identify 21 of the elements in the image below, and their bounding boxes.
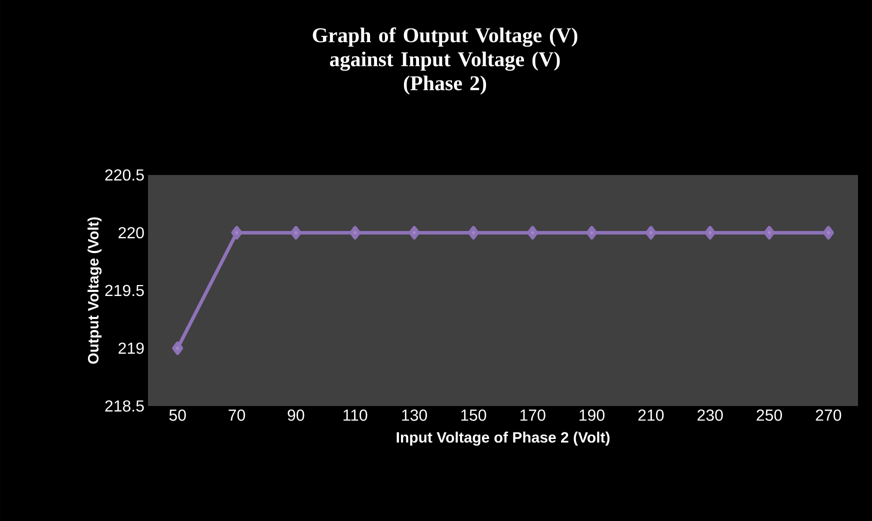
- x-tick-label: 70: [228, 410, 246, 421]
- x-tick-label: 170: [520, 410, 546, 421]
- x-tick-label: 130: [402, 410, 427, 421]
- x-tick-label: 110: [344, 410, 368, 421]
- x-tick-label: 190: [580, 410, 604, 421]
- x-tick-label: 210: [638, 410, 664, 421]
- chart-title: Graph of Output Voltage (V) against Input Voltage (V): [312, 27, 578, 71]
- y-tick-label: 218.5: [105, 400, 144, 412]
- x-tick-label: 230: [698, 410, 723, 421]
- y-tick-label: 219: [118, 342, 144, 354]
- x-tick-label: 90: [288, 410, 304, 421]
- y-tick-label: 220.5: [105, 169, 144, 181]
- x-tick-label: 150: [461, 410, 486, 421]
- x-tick-label: 50: [169, 410, 186, 421]
- y-axis-title: Output Voltage (Volt): [88, 217, 102, 364]
- y-tick-label: 219.5: [105, 284, 144, 296]
- x-axis-title: Input Voltage of Phase 2 (Volt): [396, 432, 610, 446]
- y-tick-label: 220: [118, 227, 144, 238]
- x-tick-label: 250: [756, 410, 782, 421]
- chart-subtitle: (Phase 2): [404, 76, 486, 95]
- x-tick-label: 270: [816, 410, 842, 421]
